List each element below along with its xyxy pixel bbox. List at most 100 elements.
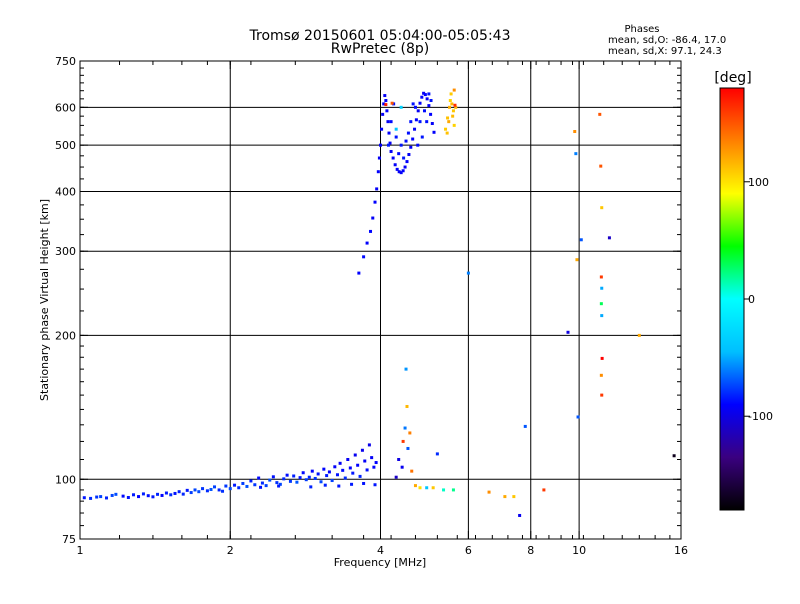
data-point <box>382 102 386 106</box>
data-point <box>446 116 450 120</box>
data-point <box>177 490 181 494</box>
data-point <box>362 255 366 259</box>
data-point <box>285 473 289 477</box>
data-point <box>373 483 377 487</box>
data-point <box>404 367 408 371</box>
y-tick-label: 500 <box>55 139 76 152</box>
data-point <box>377 156 381 160</box>
data-point <box>399 105 403 109</box>
data-point <box>110 493 114 497</box>
data-point <box>523 424 527 428</box>
data-point <box>403 426 407 430</box>
data-point <box>319 480 323 484</box>
data-point <box>197 490 201 494</box>
data-point <box>304 478 308 482</box>
data-point <box>579 238 583 242</box>
data-point <box>445 131 449 135</box>
data-point <box>401 169 405 173</box>
data-point <box>442 488 446 492</box>
data-point <box>431 486 435 490</box>
data-point <box>341 468 345 472</box>
data-point <box>260 481 264 485</box>
data-point <box>164 491 168 495</box>
data-point <box>360 448 364 452</box>
data-point <box>193 488 197 492</box>
data-point <box>600 206 604 210</box>
data-point <box>362 481 366 485</box>
data-point <box>566 330 570 334</box>
data-point <box>672 454 676 458</box>
data-point <box>259 485 263 489</box>
x-tick-label: 1 <box>77 544 84 557</box>
y-tick-label: 100 <box>55 473 76 486</box>
data-point <box>418 486 422 490</box>
data-point <box>322 467 326 471</box>
data-point <box>173 491 177 495</box>
data-point <box>452 88 456 92</box>
data-point <box>245 484 249 488</box>
data-point <box>399 143 403 147</box>
data-point <box>374 461 378 465</box>
data-point <box>390 101 394 105</box>
data-point <box>386 143 390 147</box>
data-point <box>425 486 429 490</box>
data-point <box>418 101 422 105</box>
data-point <box>365 241 369 245</box>
data-point <box>448 99 452 103</box>
data-point <box>397 152 401 156</box>
data-points <box>82 88 676 517</box>
data-point <box>600 393 604 397</box>
data-point <box>278 482 282 486</box>
data-point <box>335 473 339 477</box>
x-tick-label: 4 <box>377 544 384 557</box>
data-point <box>429 112 433 116</box>
data-point <box>201 487 205 491</box>
data-point <box>466 271 470 275</box>
data-point <box>213 485 217 489</box>
data-point <box>327 470 331 474</box>
data-point <box>392 102 396 106</box>
data-point <box>391 156 395 160</box>
data-point <box>427 92 431 96</box>
data-point <box>288 479 292 483</box>
y-tick-label: 600 <box>55 101 76 114</box>
data-point <box>338 461 342 465</box>
data-point <box>233 483 237 487</box>
data-point <box>325 474 329 478</box>
data-point <box>385 109 389 113</box>
data-point <box>413 484 417 488</box>
data-point <box>384 103 388 107</box>
data-point <box>282 477 286 481</box>
data-point <box>406 446 410 450</box>
data-point <box>637 333 641 337</box>
data-point <box>574 152 578 156</box>
data-point <box>408 431 412 435</box>
data-point <box>414 118 418 122</box>
data-point <box>137 495 141 499</box>
data-point <box>400 465 404 469</box>
data-point <box>450 102 454 106</box>
data-point <box>205 489 209 493</box>
data-point <box>600 286 604 290</box>
data-point <box>425 120 429 124</box>
data-point <box>224 484 228 488</box>
x-tick-label: 16 <box>674 544 688 557</box>
data-point <box>221 489 225 493</box>
data-point <box>406 131 410 135</box>
data-point <box>411 137 415 141</box>
data-point <box>277 484 281 488</box>
data-point <box>432 130 436 134</box>
data-point <box>487 490 491 494</box>
data-point <box>381 112 385 116</box>
data-point <box>386 120 390 124</box>
data-point <box>156 492 160 496</box>
data-point <box>448 105 452 109</box>
data-point <box>249 479 253 483</box>
data-point <box>89 496 93 500</box>
data-point <box>435 452 439 456</box>
data-point <box>257 476 261 480</box>
data-point <box>367 443 371 447</box>
data-point <box>209 487 213 491</box>
data-point <box>405 160 409 164</box>
